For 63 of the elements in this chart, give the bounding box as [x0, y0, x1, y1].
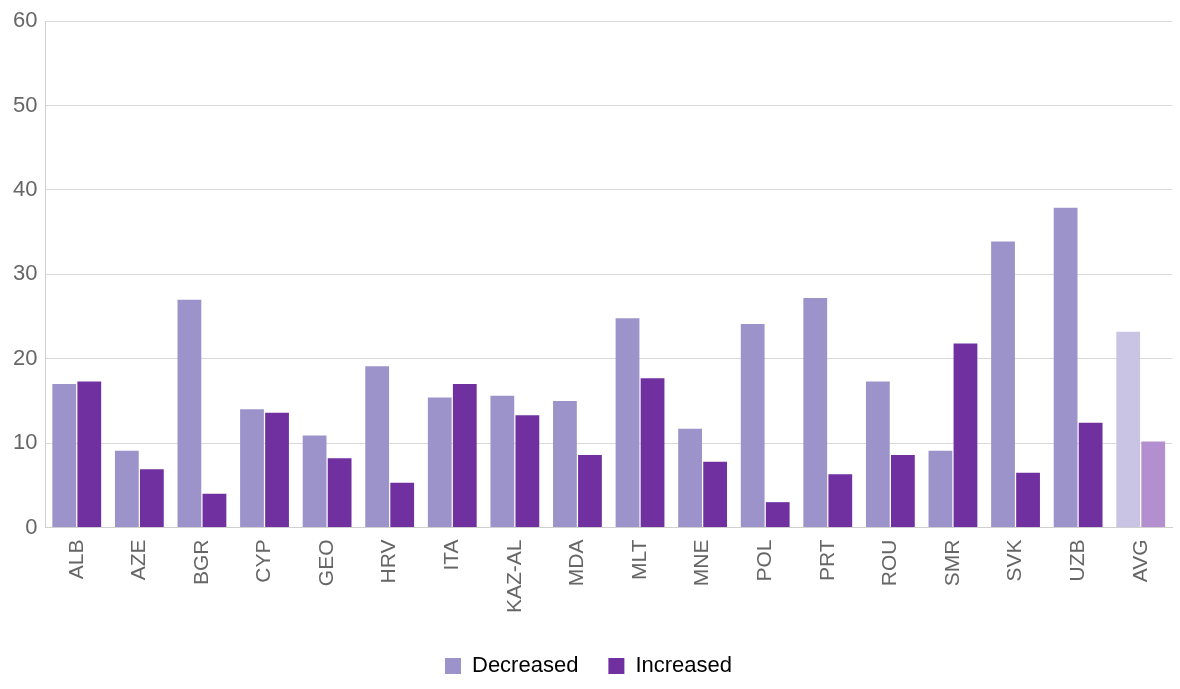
x-tick-label: CYP: [251, 539, 275, 583]
bar: [1116, 331, 1141, 527]
x-tick-label: ALB: [63, 539, 87, 580]
bar: [427, 397, 452, 527]
y-tick-label: 30: [12, 260, 38, 286]
x-tick-label: ITA: [439, 539, 463, 571]
bar: [327, 458, 352, 527]
bar: [1078, 422, 1103, 527]
bar: [991, 241, 1015, 527]
bar: [578, 454, 602, 527]
bar: [703, 461, 728, 527]
x-tick-label: UZB: [1064, 539, 1088, 582]
bar: [1053, 207, 1078, 527]
x-tick-label: MDA: [564, 539, 588, 587]
bar: [452, 384, 477, 527]
bar: [114, 450, 139, 527]
x-tick-label: POL: [751, 539, 775, 582]
y-tick-label: 60: [12, 7, 38, 33]
bar: [828, 474, 853, 527]
y-tick-label: 50: [12, 91, 38, 117]
bar: [615, 318, 640, 527]
legend-label: Increased: [635, 652, 733, 678]
y-tick-label: 0: [25, 513, 38, 539]
bar: [390, 482, 415, 527]
x-tick-label: MLT: [626, 539, 650, 580]
bar: [865, 381, 890, 527]
bar: [803, 297, 828, 527]
x-tick-label: GEO: [313, 539, 337, 587]
bar: [890, 454, 915, 527]
bar: [640, 378, 665, 527]
x-tick-label: AVG: [1127, 539, 1151, 583]
x-tick-label: HRV: [376, 539, 400, 584]
x-tick-label: MNE: [689, 539, 713, 587]
legend-label: Decreased: [472, 652, 579, 678]
x-tick-label: PRT: [814, 539, 838, 582]
y-tick-label: 10: [12, 429, 38, 455]
bar: [1016, 472, 1040, 527]
bar: [515, 415, 540, 527]
bar: [240, 409, 264, 527]
bar: [490, 395, 515, 527]
x-tick-label: SMR: [939, 539, 963, 587]
y-tick-label: 20: [12, 344, 38, 370]
bar: [740, 324, 765, 527]
bar: [77, 381, 102, 527]
y-tick-label: 40: [12, 176, 38, 202]
bar: [953, 343, 978, 527]
x-tick-label: AZE: [126, 539, 150, 581]
bar: [765, 502, 790, 527]
bar: [265, 412, 289, 527]
bar: [52, 384, 77, 527]
x-tick-label: ROU: [877, 539, 901, 587]
bar: [202, 493, 227, 527]
bar: [302, 435, 327, 527]
x-tick-label: KAZ-AL: [501, 539, 525, 614]
bar: [928, 450, 953, 527]
bar: [553, 400, 577, 527]
bar: [678, 428, 702, 527]
bar: [1141, 441, 1166, 527]
bar: [139, 469, 164, 527]
bar: [177, 299, 202, 527]
bar: [365, 366, 390, 527]
x-tick-label: SVK: [1002, 539, 1026, 582]
x-tick-label: BGR: [188, 539, 212, 585]
